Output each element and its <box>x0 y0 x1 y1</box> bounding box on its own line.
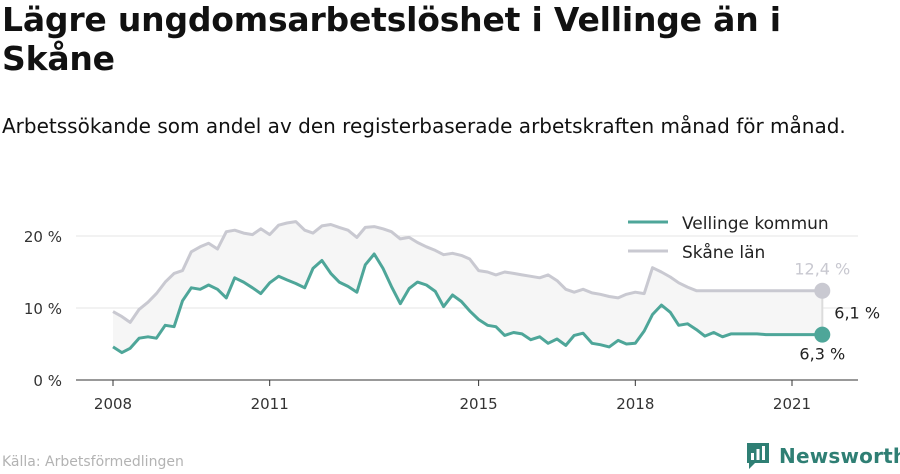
end-label-difference: 6,1 % <box>834 304 880 323</box>
newsworthy-logo-icon <box>747 443 769 469</box>
chart-title: Lägre ungdomsarbetslöshet i Vellinge än … <box>2 0 781 78</box>
chart-subtitle: Arbetssökande som andel av den registerb… <box>2 114 846 138</box>
line-chart: 0 % 10 % 20 % 2008 2011 2015 2018 2021 Velling… <box>24 214 880 413</box>
x-tick-label: 2021 <box>773 395 811 413</box>
end-point-vellinge <box>814 326 831 343</box>
brand-name: Newsworthy <box>779 444 900 468</box>
x-tick-label: 2008 <box>94 395 132 413</box>
x-tick-label: 2015 <box>460 395 498 413</box>
x-tick-label: 2018 <box>616 395 654 413</box>
series-line-vellinge <box>112 252 823 355</box>
y-tick-label: 10 % <box>24 300 62 318</box>
end-label-vellinge: 6,3 % <box>799 345 845 364</box>
y-tick-label: 20 % <box>24 228 62 246</box>
y-tick-label: 0 % <box>33 372 62 390</box>
legend: Vellinge kommun Skåne län <box>628 214 829 263</box>
end-point-skane <box>814 282 831 299</box>
end-label-skane: 12,4 % <box>794 260 850 279</box>
legend-label-skane: Skåne län <box>682 242 765 263</box>
brand-logo[interactable]: Newsworthy <box>745 441 900 471</box>
x-tick-label: 2011 <box>251 395 289 413</box>
legend-label-vellinge: Vellinge kommun <box>682 214 829 234</box>
x-ticks: 2008 2011 2015 2018 2021 <box>94 380 811 413</box>
source-note: Källa: Arbetsförmedlingen <box>2 454 184 470</box>
series-line-skane <box>112 220 823 324</box>
y-tick-labels: 0 % 10 % 20 % <box>24 228 62 390</box>
end-annotations: 12,4 % 6,3 % 6,1 % <box>794 260 880 364</box>
difference-band <box>113 221 823 353</box>
